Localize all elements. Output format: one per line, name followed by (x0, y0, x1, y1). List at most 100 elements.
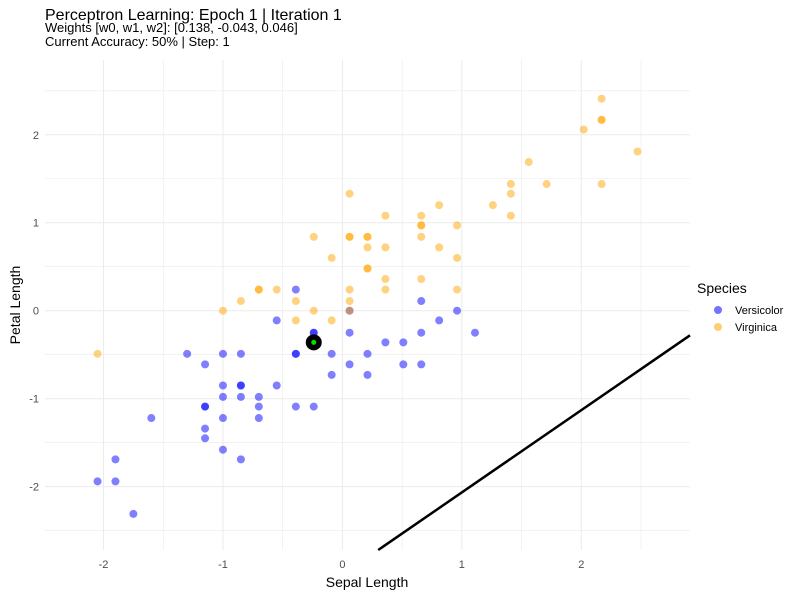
point-virginica (524, 158, 533, 167)
point-versicolor (435, 316, 444, 325)
point-virginica (435, 201, 444, 210)
y-tick-label: 0 (33, 306, 39, 318)
point-virginica (597, 180, 606, 189)
point-virginica (345, 297, 354, 306)
point-versicolor (309, 402, 318, 411)
y-tick-label: 2 (33, 130, 39, 142)
point-versicolor (201, 434, 210, 443)
point-versicolor (236, 455, 245, 464)
point-virginica (435, 243, 444, 252)
x-tick-label: 1 (459, 559, 465, 571)
point-virginica (542, 180, 551, 189)
legend-label-versicolor: Versicolor (735, 305, 784, 317)
point-versicolor (236, 392, 245, 401)
y-axis-label: Petal Length (7, 266, 23, 345)
point-versicolor (327, 349, 336, 358)
point-virginica (309, 232, 318, 241)
point-virginica (291, 316, 300, 325)
legend: Species Versicolor Virginica (697, 280, 784, 334)
point-versicolor (363, 370, 372, 379)
point-versicolor (345, 360, 354, 369)
highlight-center (311, 339, 317, 345)
point-virginica (453, 221, 462, 230)
point-versicolor (417, 328, 426, 337)
point-virginica (453, 285, 462, 294)
point-versicolor (147, 414, 156, 423)
point-virginica (327, 316, 336, 325)
point-versicolor (201, 402, 210, 411)
legend-title: Species (697, 280, 747, 296)
point-versicolor (254, 414, 263, 423)
point-versicolor (417, 297, 426, 306)
point-virginica (417, 275, 426, 284)
point-versicolor (345, 328, 354, 337)
point-versicolor (291, 402, 300, 411)
point-virginica (345, 232, 354, 241)
point-virginica (291, 297, 300, 306)
point-versicolor (201, 424, 210, 433)
highlighted-point (305, 334, 322, 351)
x-tick-label: 2 (578, 559, 584, 571)
decision-boundary-line (377, 334, 691, 552)
point-versicolor (218, 392, 227, 401)
point-versicolor (291, 285, 300, 294)
y-tick-label: 1 (33, 218, 39, 230)
point-versicolor (129, 509, 138, 518)
point-versicolor (93, 477, 102, 486)
x-tick-label: -2 (99, 559, 109, 571)
chart-title: Perceptron Learning: Epoch 1 | Iteration… (45, 7, 342, 24)
legend-label-virginica: Virginica (735, 322, 778, 334)
point-versicolor (417, 360, 426, 369)
point-versicolor (453, 306, 462, 315)
point-versicolor (218, 445, 227, 454)
point-virginica (363, 243, 372, 252)
point-virginica (236, 297, 245, 306)
point-virginica (363, 232, 372, 241)
point-virginica (381, 285, 390, 294)
point-versicolor (381, 338, 390, 347)
chart-subtitle-weights: Weights [w0, w1, w2]: [0.138, -0.043, 0.… (45, 20, 298, 35)
point-versicolor (254, 392, 263, 401)
grid (45, 60, 690, 550)
point-versicolor (111, 455, 120, 464)
point-versicolor (201, 360, 210, 369)
y-tick-label: -2 (29, 482, 39, 494)
point-versicolor (363, 349, 372, 358)
point-virginica (327, 253, 336, 262)
point-versicolor (218, 381, 227, 390)
point-virginica (272, 285, 281, 294)
point-virginica (218, 306, 227, 315)
point-virginica (345, 189, 354, 198)
point-virginica (381, 211, 390, 220)
legend-key-versicolor (714, 306, 722, 314)
point-virginica (453, 253, 462, 262)
x-tick-label: 0 (339, 559, 345, 571)
points (93, 94, 642, 518)
point-virginica (363, 264, 372, 273)
point-virginica (417, 221, 426, 230)
point-virginica (488, 201, 497, 210)
point-virginica (381, 275, 390, 284)
point-versicolor (111, 477, 120, 486)
point-virginica (381, 243, 390, 252)
point-virginica (93, 349, 102, 358)
point-virginica (345, 285, 354, 294)
point-versicolor (471, 328, 479, 337)
point-virginica (309, 306, 318, 315)
point-virginica (597, 115, 606, 124)
point-virginica (579, 125, 588, 134)
point-versicolor (399, 360, 408, 369)
point-versicolor (327, 370, 336, 379)
point-versicolor (291, 349, 300, 358)
point-versicolor (272, 316, 281, 325)
point-versicolor (236, 349, 245, 358)
point-virginica (506, 189, 515, 198)
point-virginica (254, 285, 263, 294)
point-virginica (506, 180, 515, 189)
point-virginica (417, 232, 426, 241)
point-virginica (633, 147, 642, 156)
point-versicolor (236, 381, 245, 390)
point-virginica (597, 94, 606, 103)
point-versicolor (272, 381, 281, 390)
